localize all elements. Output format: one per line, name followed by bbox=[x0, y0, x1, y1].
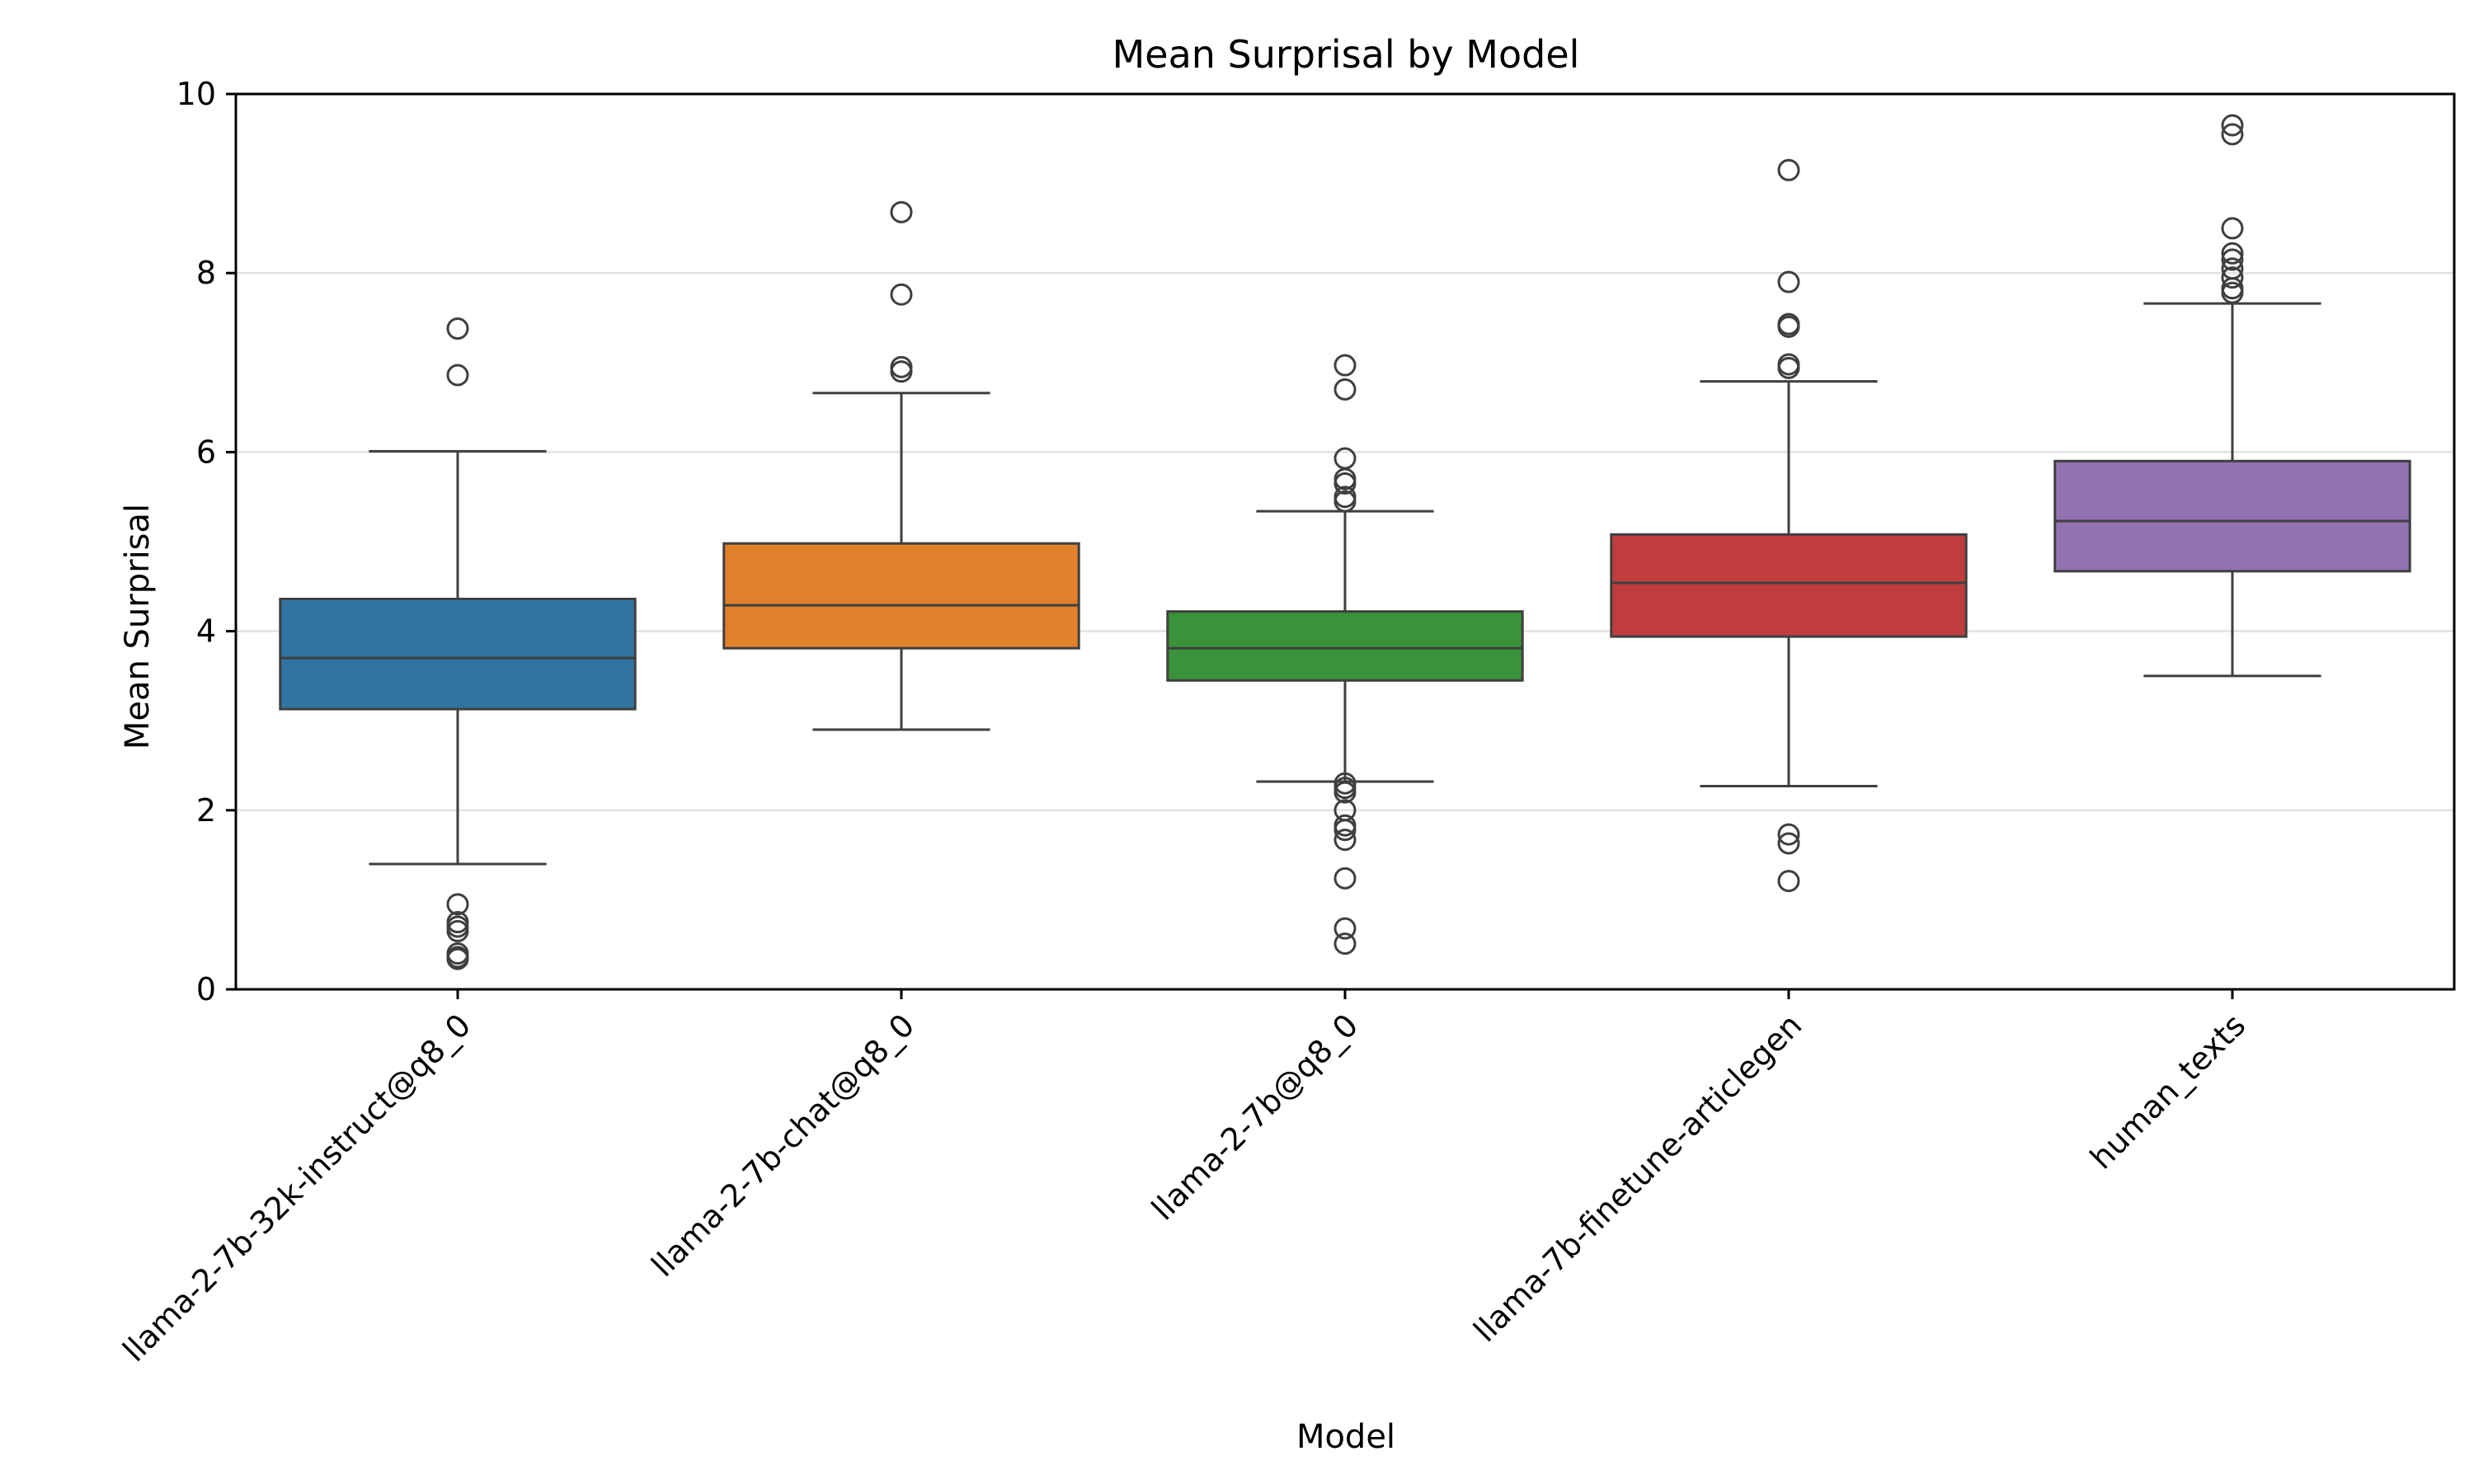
outlier-point bbox=[446, 919, 469, 942]
y-axis-label: Mean Surprisal bbox=[119, 504, 157, 749]
outlier-point bbox=[2221, 242, 2244, 265]
outlier-point bbox=[890, 283, 913, 306]
outlier-point bbox=[1777, 315, 1800, 338]
outlier-point bbox=[1333, 819, 1357, 842]
outlier-point bbox=[446, 317, 469, 340]
outlier-point bbox=[446, 364, 469, 387]
outlier-point bbox=[1333, 917, 1357, 940]
x-tick-label: llama-2-7b-32k-instruct@q8_0 bbox=[115, 1007, 477, 1369]
x-tick-label: llama-7b-finetune-articlegen bbox=[1466, 1007, 1808, 1349]
x-tick-label: human_texts bbox=[2083, 1007, 2252, 1176]
outlier-point bbox=[2221, 123, 2244, 146]
x-axis-label: Model bbox=[1296, 1418, 1395, 1456]
outlier-point bbox=[1777, 356, 1800, 379]
outlier-point bbox=[2221, 266, 2244, 289]
outlier-point bbox=[1333, 866, 1357, 890]
outlier-point bbox=[1777, 832, 1800, 855]
y-tick-label: 4 bbox=[196, 613, 216, 650]
outlier-point bbox=[1333, 490, 1357, 513]
outlier-point bbox=[2221, 281, 2244, 304]
x-tick-label: llama-2-7b-chat@q8_0 bbox=[645, 1007, 922, 1284]
outlier-point bbox=[1333, 829, 1357, 852]
outlier-point bbox=[1777, 823, 1800, 846]
outlier-point bbox=[1777, 270, 1800, 294]
outlier-point bbox=[1333, 378, 1357, 401]
outlier-point bbox=[1333, 354, 1357, 377]
y-tick-label: 8 bbox=[196, 255, 216, 291]
box-body bbox=[1166, 610, 1524, 682]
outlier-point bbox=[2221, 114, 2244, 137]
outlier-point bbox=[890, 360, 913, 383]
outlier-point bbox=[1777, 870, 1800, 893]
box-body bbox=[1610, 533, 1968, 638]
outlier-point bbox=[1333, 781, 1357, 804]
outlier-point bbox=[890, 355, 913, 378]
outlier-point bbox=[2221, 217, 2244, 240]
y-tick-label: 6 bbox=[196, 434, 216, 470]
x-tick-label: llama-2-7b@q8_0 bbox=[1145, 1007, 1365, 1227]
y-tick-label: 2 bbox=[196, 792, 216, 829]
outlier-point bbox=[1333, 472, 1357, 495]
outlier-point bbox=[2221, 248, 2244, 271]
y-tick-label: 0 bbox=[196, 971, 216, 1007]
outlier-point bbox=[446, 915, 469, 938]
y-tick-label: 10 bbox=[176, 76, 216, 112]
box-body bbox=[279, 598, 637, 711]
chart-title: Mean Surprisal by Model bbox=[1112, 32, 1580, 77]
outlier-point bbox=[890, 200, 913, 223]
outlier-point bbox=[1333, 932, 1357, 956]
box-body bbox=[722, 542, 1080, 650]
plot-area: 0 2 4 6 8 10 llama-2-7b-32k-instruct@q8_0 llama… bbox=[115, 76, 2456, 1369]
outlier-point bbox=[446, 893, 469, 916]
box-body bbox=[2053, 459, 2411, 573]
outlier-point bbox=[446, 947, 469, 970]
outlier-point bbox=[1777, 158, 1800, 181]
